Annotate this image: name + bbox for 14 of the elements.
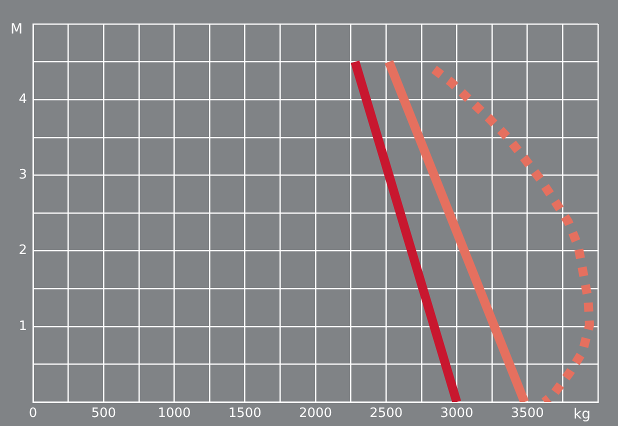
- y-tick-label: 4: [18, 92, 27, 107]
- y-tick-label: 1: [18, 318, 27, 334]
- x-tick-label: 3500: [510, 406, 544, 422]
- x-tick-label: 2500: [370, 406, 403, 422]
- x-tick-label: 3000: [440, 406, 474, 422]
- y-axis-title: M: [10, 22, 23, 38]
- x-tick-label: 0: [28, 406, 38, 422]
- x-tick-label: 2000: [298, 406, 332, 422]
- x-axis-title: kg: [574, 406, 590, 423]
- x-tick-label: 1000: [158, 406, 191, 422]
- y-tick-label: 3: [18, 168, 27, 183]
- x-tick-label: 500: [91, 406, 116, 422]
- x-tick-label: 1500: [228, 406, 262, 422]
- y-tick-label: 2: [18, 243, 27, 258]
